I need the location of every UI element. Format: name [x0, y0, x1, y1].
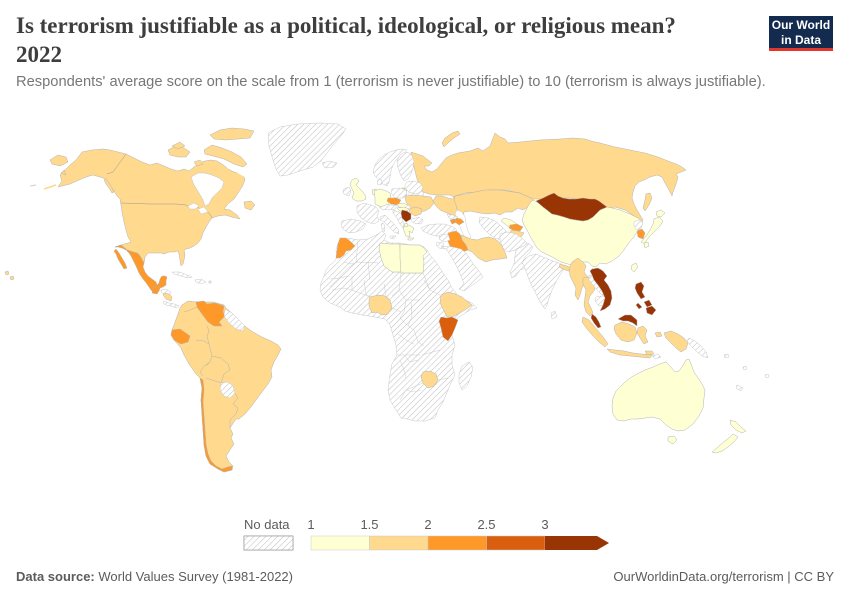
svg-text:3: 3	[541, 517, 548, 532]
svg-text:2.5: 2.5	[477, 517, 495, 532]
svg-text:1: 1	[307, 517, 314, 532]
svg-text:2: 2	[424, 517, 431, 532]
svg-text:1.5: 1.5	[360, 517, 378, 532]
svg-text:No data: No data	[244, 517, 290, 532]
